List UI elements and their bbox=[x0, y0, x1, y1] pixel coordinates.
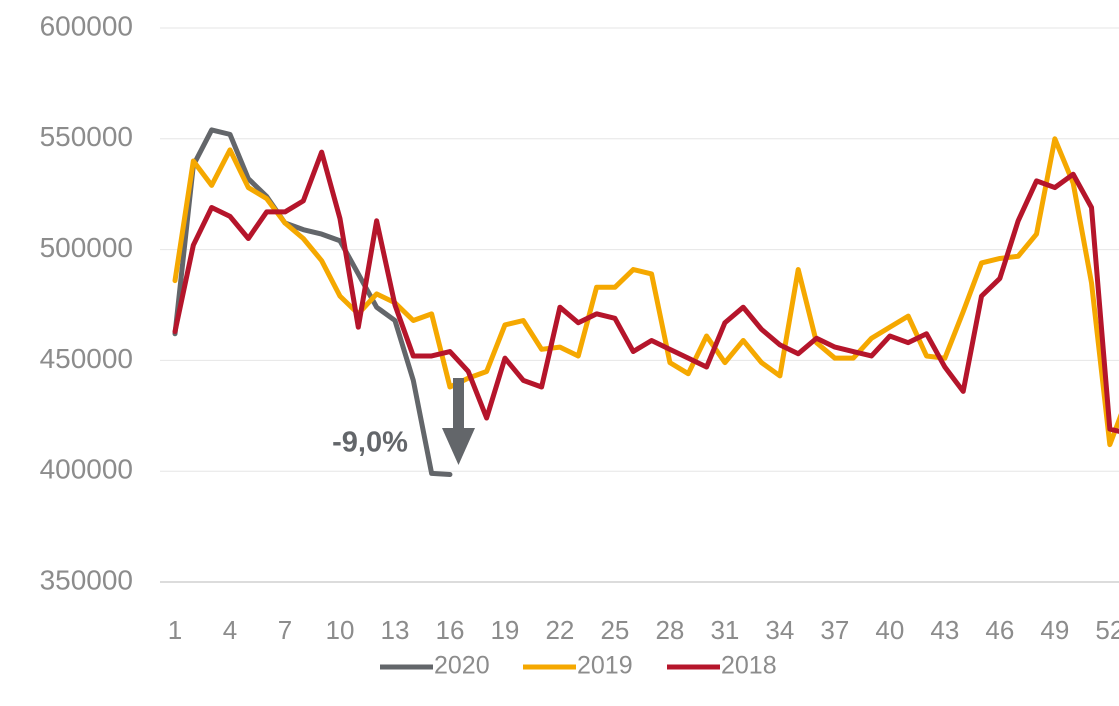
legend: 2020 2019 2018 bbox=[380, 652, 777, 680]
x-tick-label: 10 bbox=[326, 615, 355, 645]
x-tick-label: 25 bbox=[600, 615, 629, 645]
x-tick-label: 22 bbox=[545, 615, 574, 645]
x-tick-label: 13 bbox=[380, 615, 409, 645]
x-tick-label: 52 bbox=[1095, 615, 1119, 645]
x-tick-label: 16 bbox=[435, 615, 464, 645]
annotation-arrow bbox=[442, 378, 475, 465]
x-tick-label: 43 bbox=[930, 615, 959, 645]
x-tick-label: 7 bbox=[278, 615, 292, 645]
y-tick-label: 450000 bbox=[40, 343, 133, 374]
x-tick-label: 37 bbox=[820, 615, 849, 645]
series-line bbox=[172, 149, 1119, 434]
x-tick-label: 28 bbox=[655, 615, 684, 645]
series-line bbox=[172, 136, 1119, 448]
x-tick-label: 49 bbox=[1040, 615, 1069, 645]
legend-label: 2019 bbox=[577, 652, 633, 680]
x-tick-label: 1 bbox=[168, 615, 182, 645]
y-tick-label: 500000 bbox=[40, 232, 133, 263]
arrow-shaft bbox=[453, 378, 464, 430]
grid: 350000 400000 450000 500000 550000 600000 1 4 7 1… bbox=[40, 10, 1119, 645]
x-tick-label: 4 bbox=[223, 615, 237, 645]
series-line bbox=[172, 127, 453, 478]
arrow-head bbox=[442, 428, 475, 465]
x-tick-label: 19 bbox=[490, 615, 519, 645]
legend-label: 2020 bbox=[434, 652, 490, 680]
x-tick-label: 40 bbox=[875, 615, 904, 645]
legend-label: 2018 bbox=[721, 652, 777, 680]
lines bbox=[172, 127, 1119, 478]
y-tick-label: 350000 bbox=[40, 564, 133, 595]
y-tick-label: 550000 bbox=[40, 121, 133, 152]
x-tick-label: 34 bbox=[765, 615, 794, 645]
annotation: -9,0% bbox=[332, 427, 408, 459]
x-tick-label: 31 bbox=[710, 615, 739, 645]
y-tick-label: 400000 bbox=[40, 454, 133, 485]
x-tick-label: 46 bbox=[985, 615, 1014, 645]
y-tick-label: 600000 bbox=[40, 10, 133, 41]
